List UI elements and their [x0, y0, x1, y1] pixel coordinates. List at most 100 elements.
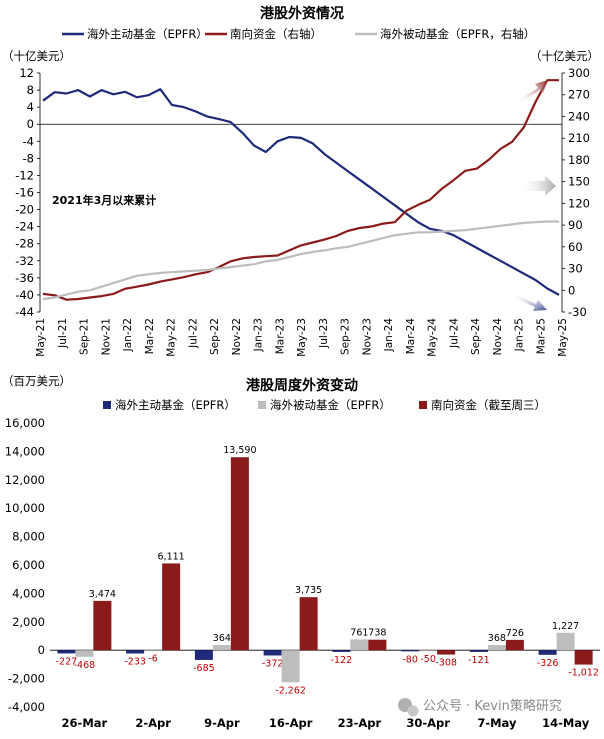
bar-data-label: -121: [468, 655, 490, 666]
bar-data-label: -1,012: [568, 668, 599, 679]
bar-data-label: 13,590: [223, 445, 256, 456]
legend-swatch-active-bar: [103, 401, 111, 409]
legend-label-passive-bar: 海外被动基金（EPFR）: [270, 398, 391, 412]
bar-data-label: 6,111: [158, 551, 185, 562]
bar-data-label: -6: [148, 653, 157, 664]
bar-0: [126, 650, 145, 654]
bar-0: [401, 650, 420, 652]
bar-x-tick-label: 9-Apr: [204, 716, 240, 730]
left-y-tick-label: 8: [27, 83, 34, 97]
bar-data-label: -308: [435, 658, 457, 669]
bar-2: [93, 600, 112, 651]
x-tick-label: Jan-23: [253, 318, 265, 352]
bar-1: [281, 650, 300, 683]
right-y-tick-label: 150: [568, 175, 590, 189]
bar-0: [538, 650, 557, 655]
bar-data-label: -80: [402, 654, 418, 665]
x-tick-label: May-25: [557, 318, 569, 357]
right-y-tick-label: 0: [568, 283, 575, 297]
x-tick-label: May-24: [427, 318, 439, 357]
left-y-tick-label: -44: [15, 305, 34, 319]
x-tick-label: May-21: [35, 318, 47, 357]
x-tick-label: Mar-22: [144, 318, 156, 354]
bar-2: [574, 650, 593, 665]
bar-2: [437, 650, 456, 655]
bar-chart-unit: （百万美元）: [2, 374, 71, 388]
left-y-tick-label: 4: [27, 100, 34, 114]
x-tick-label: Mar-24: [405, 318, 417, 355]
bar-1: [144, 650, 163, 652]
bar-2: [299, 597, 318, 651]
bar-data-label: -326: [537, 658, 559, 669]
line-chart-axes: -44-40-36-32-28-24-20-16-12-8-404812-300…: [15, 66, 590, 357]
right-y-tick-label: 60: [568, 240, 583, 254]
legend-swatch-passive-bar: [258, 401, 266, 409]
right-y-tick-label: 240: [568, 109, 590, 123]
bar-0: [469, 650, 488, 652]
bar-data-label: -2,262: [275, 685, 306, 696]
x-tick-label: Jul-24: [448, 318, 460, 349]
line-chart-series: [42, 79, 560, 301]
right-y-tick-label: -30: [568, 305, 587, 319]
bar-data-label: 3,474: [89, 589, 116, 600]
bar-data-label: 3,735: [295, 585, 322, 596]
bar-x-tick-label: 26-Mar: [62, 716, 108, 730]
left-y-tick-label: -40: [15, 288, 34, 302]
bar-data-label: -227: [56, 656, 78, 667]
watermark: 公众号 · Kevin策略研究: [398, 698, 562, 717]
right-y-tick-label: 300: [568, 66, 590, 80]
left-y-tick-label: -4: [23, 134, 34, 148]
bar-x-tick-label: 7-May: [477, 716, 517, 730]
bar-y-tick-label: -2,000: [8, 672, 45, 686]
left-axis-unit: （十亿美元）: [2, 49, 71, 63]
bar-y-tick-label: -4,000: [8, 700, 45, 714]
left-y-tick-label: -32: [15, 254, 34, 268]
bar-data-label: -372: [262, 658, 284, 669]
bar-y-tick-label: 10,000: [5, 501, 45, 515]
left-y-tick-label: -8: [23, 151, 34, 165]
bar-x-tick-label: 16-Apr: [269, 716, 313, 730]
right-axis-unit: （十亿美元）: [530, 49, 599, 63]
x-tick-label: Sep-21: [79, 318, 91, 355]
bar-y-tick-label: 2,000: [12, 615, 45, 629]
right-y-tick-label: 120: [568, 196, 590, 210]
bar-1: [419, 650, 438, 652]
x-tick-label: May-23: [296, 318, 308, 357]
right-y-tick-label: 210: [568, 131, 590, 145]
down-arrow-icon: [514, 294, 547, 311]
wechat-icon-small: [407, 705, 419, 717]
bar-1: [350, 639, 369, 651]
right-y-tick-label: 90: [568, 218, 583, 232]
bar-x-tick-label: 2-Apr: [135, 716, 171, 730]
left-y-tick-label: 0: [27, 117, 34, 131]
x-tick-label: Jan-25: [514, 318, 526, 352]
x-tick-label: May-22: [166, 318, 178, 357]
legend-label-southbound: 南向资金（右轴）: [230, 27, 322, 41]
line-chart-title: 港股外资情况: [260, 5, 344, 22]
right-y-tick-label: 30: [568, 262, 583, 276]
line-chart-legend: 海外主动基金（EPFR） 南向资金（右轴） 海外被动基金（EPFR，右轴）: [62, 27, 535, 41]
bar-y-tick-label: 16,000: [5, 416, 45, 430]
bar-2: [162, 563, 181, 651]
up-arrow-icon: [518, 80, 548, 103]
x-tick-label: Jan-24: [383, 318, 395, 353]
bar-0: [57, 650, 76, 654]
bar-x-tick-label: 14-May: [542, 716, 590, 730]
bar-data-label: -50: [420, 654, 436, 665]
bar-chart-bars: -227-468 3,474 -233 -6 6,111 -685 364 13,590 -37…: [56, 445, 599, 696]
x-tick-label: Mar-25: [535, 318, 547, 354]
bar-y-tick-label: 8,000: [12, 530, 45, 544]
bar-data-label: 738: [368, 628, 386, 639]
x-tick-label: Jan-22: [122, 318, 134, 352]
bar-1: [75, 650, 94, 657]
x-tick-label: Nov-24: [492, 318, 504, 356]
right-y-tick-label: 180: [568, 153, 590, 167]
bar-data-label: -122: [331, 655, 353, 666]
bar-2: [368, 639, 387, 651]
x-tick-label: Sep-22: [209, 318, 221, 355]
bar-2: [505, 639, 524, 651]
x-tick-label: Jul-23: [318, 318, 330, 349]
bar-chart-axes: 16,000 14,000 12,000 10,000 8,000 6,000 4,000 2…: [5, 416, 600, 730]
bar-data-label: 364: [213, 633, 231, 644]
